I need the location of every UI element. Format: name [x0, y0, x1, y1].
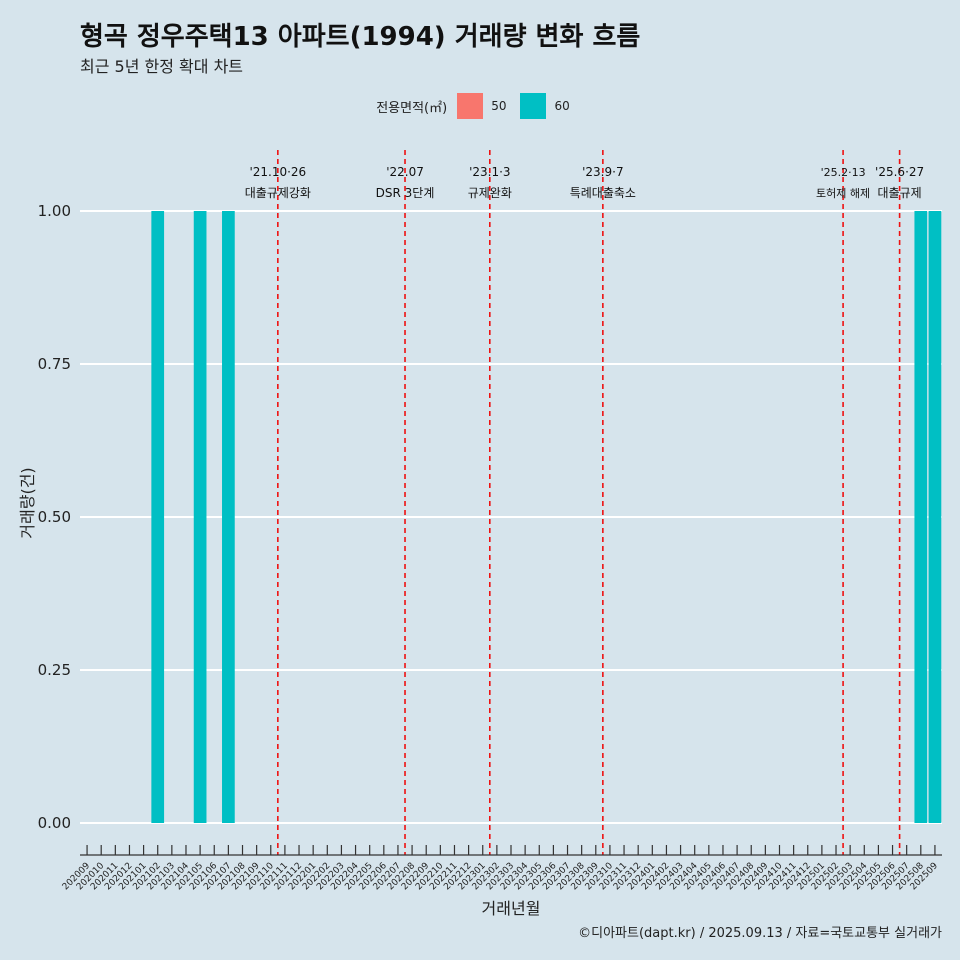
- event-date-label: '23.9·7: [582, 165, 623, 179]
- y-tick-label: 0.50: [38, 508, 71, 526]
- event-label: 토허제 해제: [816, 186, 870, 200]
- bar: [928, 211, 942, 823]
- bar: [151, 211, 165, 823]
- legend-label-50: 50: [491, 99, 507, 113]
- event-date-label: '22.07: [386, 165, 424, 179]
- event-date-label: '25.2·13: [821, 166, 866, 179]
- event-lines: '21.10·26 대출규제강화 '22.07 DSR 3단계 '23.1·3 규제완화 '…: [245, 150, 924, 855]
- event-label: 대출규제: [878, 186, 922, 200]
- legend-title: 전용면적(㎡): [376, 100, 448, 116]
- y-tick-label: 1.00: [38, 202, 71, 220]
- event-label: DSR 3단계: [376, 186, 435, 200]
- y-tick-label: 0.75: [38, 355, 71, 373]
- event-date-label: '25.6·27: [875, 165, 924, 179]
- source-caption: ©디아파트(dapt.kr) / 2025.09.13 / 자료=국토교통부 실…: [578, 926, 942, 941]
- event-date-label: '23.1·3: [469, 165, 510, 179]
- chart-subtitle: 최근 5년 한정 확대 차트: [80, 57, 244, 76]
- bars: [151, 211, 942, 823]
- legend: 전용면적(㎡) 50 60: [0, 93, 960, 119]
- grid-lines: [80, 210, 942, 824]
- y-axis-title: 거래량(건): [18, 467, 37, 538]
- x-axis: 2020092020102020112020122021012021022021…: [61, 845, 942, 892]
- legend-label-60: 60: [554, 99, 570, 113]
- y-tick-label: 0.00: [38, 814, 71, 832]
- event-label: 대출규제강화: [245, 186, 311, 200]
- bar: [222, 211, 235, 823]
- event-date-label: '21.10·26: [249, 165, 306, 179]
- y-axis: 0.00 0.25 0.50 0.75 1.00: [38, 202, 71, 832]
- event-label: 규제완화: [468, 186, 512, 200]
- bar: [193, 211, 207, 823]
- bar: [914, 211, 928, 823]
- legend-swatch-60: [520, 93, 547, 119]
- y-tick-label: 0.25: [38, 661, 71, 679]
- chart-title: 형곡 정우주택13 아파트(1994) 거래량 변화 흐름: [80, 22, 641, 52]
- legend-swatch-50: [457, 93, 484, 119]
- event-label: 특례대출축소: [570, 186, 636, 200]
- x-axis-title: 거래년월: [482, 899, 541, 918]
